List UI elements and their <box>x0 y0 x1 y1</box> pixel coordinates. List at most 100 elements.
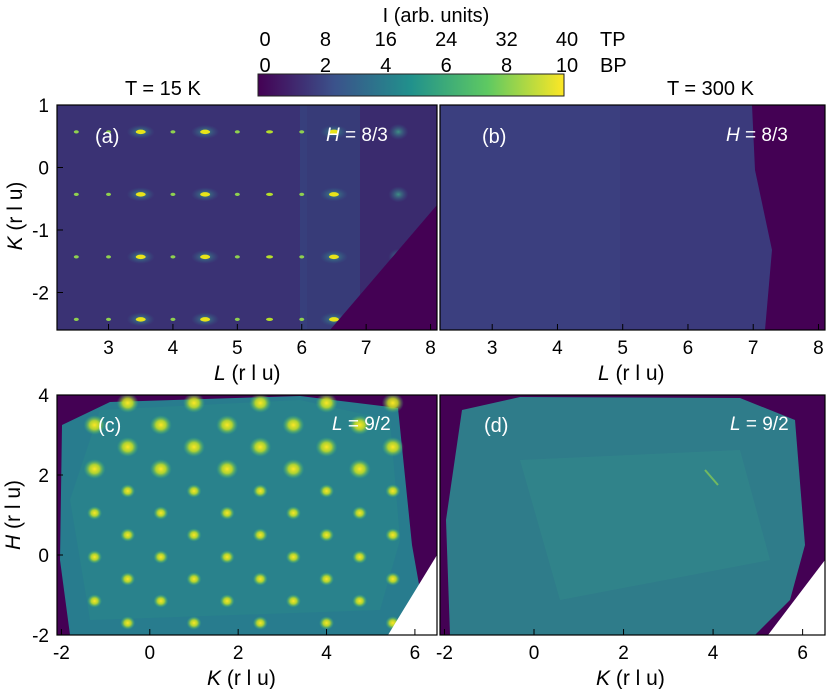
magnetic-peak <box>252 616 268 630</box>
bragg-peak <box>234 317 240 321</box>
magnetic-peak <box>186 528 202 542</box>
peak-halo <box>388 123 409 140</box>
panel-c-xlabel-unit: (r l u) <box>221 667 276 689</box>
magnetic-peak <box>282 459 305 479</box>
panel-a-slice-value: 8/3 <box>361 125 387 146</box>
panel-d-label: (d) <box>484 415 508 437</box>
bragg-peak <box>170 317 176 321</box>
magnetic-peak <box>381 395 404 413</box>
panel-a: (a) H = 8/3 3 4 5 6 7 8 1 0 -1 -2 L (r l u) K (r… <box>4 96 438 385</box>
magnetic-peak <box>149 459 172 479</box>
panel-c: (c) L = 9/2 -2 0 2 4 6 4 2 0 -2 K (r l u) H (r … <box>2 386 438 689</box>
colorbar: I (arb. units) 0 8 16 24 32 40 0 2 4 6 8 10 TP BP <box>257 5 627 97</box>
panel-c-ylabel: H (r l u) <box>2 480 25 550</box>
panel-a-y-ticks: 1 0 -1 -2 <box>32 96 63 305</box>
panel-c-x-tick-label: -2 <box>53 643 70 664</box>
magnetic-peak <box>87 506 103 520</box>
magnetic-peak <box>381 437 404 457</box>
magnetic-peak <box>153 550 169 564</box>
colorbar-top-tick: 16 <box>375 29 397 51</box>
panel-a-xlabel-unit: (r l u) <box>226 362 281 385</box>
panel-d-blank-corner <box>768 560 825 635</box>
magnetic-peak <box>252 528 268 542</box>
magnetic-peak <box>219 506 235 520</box>
panel-a-slice-label: H = 8/3 <box>326 125 388 146</box>
magnetic-peak <box>249 437 272 457</box>
magnetic-peak <box>319 616 335 630</box>
magnetic-peak <box>216 459 239 479</box>
magnetic-peak <box>120 616 136 630</box>
bragg-peak <box>234 192 240 196</box>
panel-a-xlabel-var: L <box>214 362 226 385</box>
magnetic-peak <box>319 528 335 542</box>
bragg-peak <box>328 192 339 197</box>
magnetic-peak <box>285 506 301 520</box>
colorbar-title: I (arb. units) <box>383 5 490 27</box>
panel-d-xlabel-var: K <box>596 667 611 689</box>
colorbar-gradient <box>257 73 565 97</box>
panel-d-xlabel-unit: (r l u) <box>610 667 665 689</box>
panel-a-label: (a) <box>95 126 119 148</box>
colorbar-bottom-ticks: 0 2 4 6 8 10 <box>259 55 578 77</box>
bragg-peak <box>328 254 339 260</box>
colorbar-bottom-tick: 2 <box>320 55 331 77</box>
header-right-temperature: T = 300 K <box>667 78 755 100</box>
bragg-peak <box>299 192 305 196</box>
colorbar-bottom-tick: 0 <box>259 55 270 77</box>
panel-b-xlabel-unit: (r l u) <box>610 362 665 385</box>
panel-b-x-tick-label: 7 <box>748 338 759 359</box>
panel-c-y-tick-label: 2 <box>38 466 49 487</box>
magnetic-peak <box>186 572 202 586</box>
colorbar-top-tick: 24 <box>435 29 457 51</box>
magnetic-peak <box>186 616 202 630</box>
magnetic-peak <box>285 594 301 608</box>
bragg-peak <box>234 255 240 259</box>
panel-b-x-tick-label: 3 <box>487 338 498 359</box>
panel-c-y-tick-label: 4 <box>38 386 49 407</box>
bragg-peak <box>234 130 240 134</box>
magnetic-peak <box>116 437 139 457</box>
panel-a-x-ticks: 3 4 5 6 7 8 <box>103 324 436 359</box>
panel-b-xlabel: L (r l u) <box>598 362 665 385</box>
bragg-peak <box>135 254 146 260</box>
panel-d-x-tick-label: -2 <box>436 643 453 664</box>
panel-a-y-tick-label: -2 <box>32 284 49 305</box>
magnetic-peak <box>348 459 371 479</box>
panel-d-x-tick-label: 2 <box>618 643 629 664</box>
colorbar-top-tick: 32 <box>495 29 517 51</box>
magnetic-peak <box>352 594 368 608</box>
bragg-peak <box>299 130 305 134</box>
magnetic-peak <box>87 594 103 608</box>
magnetic-peak <box>116 395 139 413</box>
magnetic-peak <box>249 395 272 413</box>
panel-a-uncovered-region <box>330 205 437 330</box>
panel-d-x-tick-label: 6 <box>797 643 808 664</box>
panel-c-xlabel: K (r l u) <box>207 667 276 689</box>
panel-a-y-tick-label: 0 <box>38 159 49 180</box>
colorbar-top-tick: 40 <box>556 29 578 51</box>
magnetic-peak <box>83 415 106 435</box>
magnetic-peak <box>348 415 371 435</box>
bragg-peak <box>73 317 79 321</box>
panel-b-x-tick-label: 6 <box>683 338 694 359</box>
panel-a-ylabel-unit: (r l u) <box>4 182 27 237</box>
magnetic-peak <box>87 550 103 564</box>
colorbar-top-tick: 8 <box>320 29 331 51</box>
panel-a-x-tick-label: 6 <box>296 338 307 359</box>
panel-b-xlabel-var: L <box>598 362 610 385</box>
panel-a-slice-var: H <box>326 125 340 146</box>
panel-d-covered-region <box>446 397 805 635</box>
colorbar-bottom-tick: 10 <box>556 55 578 77</box>
magnetic-peak <box>219 550 235 564</box>
bragg-peak <box>106 130 112 134</box>
panel-c-x-tick-label: 0 <box>145 643 156 664</box>
bragg-peak <box>200 192 211 197</box>
bragg-peak <box>73 255 79 259</box>
panel-c-y-tick-label: -2 <box>32 626 49 647</box>
panel-d-slice-label: L = 9/2 <box>730 414 789 435</box>
panel-d-x-tick-label: 0 <box>529 643 540 664</box>
panel-b-uncovered-region <box>752 105 825 330</box>
panel-c-y-ticks: 4 2 0 -2 <box>32 386 63 647</box>
bragg-peak <box>135 129 146 135</box>
magnetic-peak <box>120 528 136 542</box>
